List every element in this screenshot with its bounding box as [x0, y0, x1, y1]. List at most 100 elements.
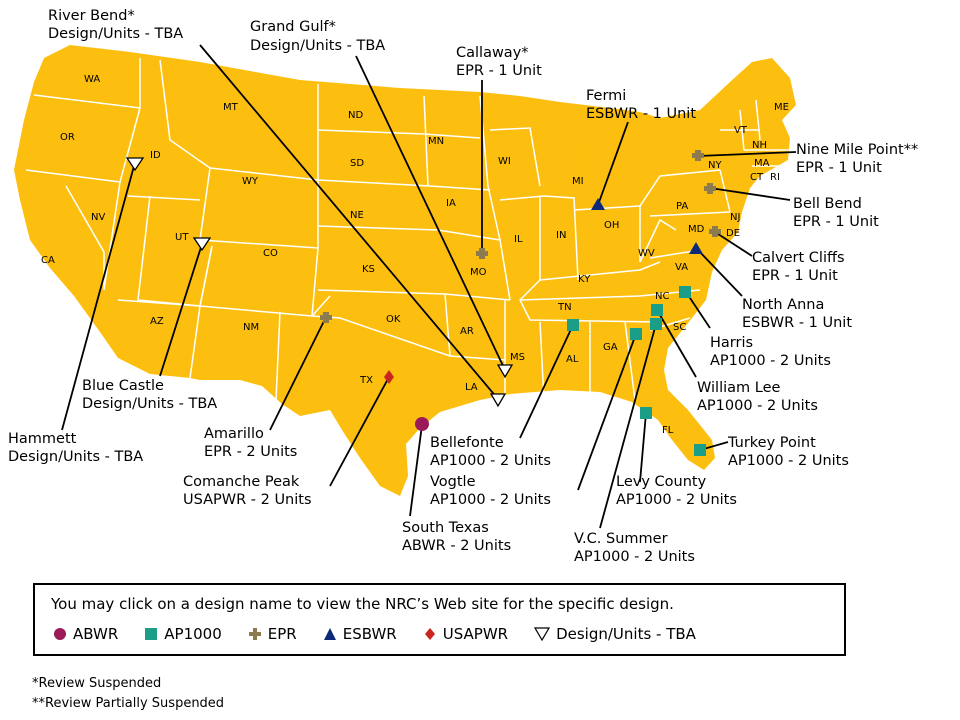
- legend-label-abwr[interactable]: ABWR: [73, 625, 119, 643]
- epr-marker-calvert-cliffs[interactable]: [709, 226, 721, 237]
- state-label-nj: NJ: [730, 212, 740, 223]
- tba-marker-river-bend[interactable]: [489, 393, 507, 408]
- epr-marker-bell-bend[interactable]: [704, 183, 716, 194]
- epr-marker-amarillo[interactable]: [320, 312, 332, 323]
- site-design-william-lee: AP1000 - 2 Units: [697, 398, 818, 414]
- site-name-bell-bend: Bell Bend: [793, 196, 862, 212]
- state-label-vt: VT: [734, 125, 748, 136]
- legend-item-esbwr[interactable]: ESBWR: [323, 625, 397, 643]
- state-label-wy: WY: [242, 176, 259, 187]
- tba-marker-blue-castle[interactable]: [192, 237, 212, 252]
- esbwr-marker-fermi[interactable]: [591, 198, 605, 210]
- state-label-ut: UT: [175, 232, 189, 243]
- state-label-az: AZ: [150, 316, 164, 327]
- tba-marker-hammett[interactable]: [125, 157, 145, 172]
- site-design-grand-gulf: Design/Units - TBA: [250, 38, 385, 54]
- state-label-md: MD: [688, 224, 705, 235]
- ap1000-marker-vc-summer[interactable]: [650, 318, 662, 330]
- state-label-ca: CA: [41, 255, 55, 266]
- site-name-grand-gulf: Grand Gulf*: [250, 19, 336, 35]
- leader-vogtle: [577, 333, 637, 491]
- site-name-hammett: Hammett: [8, 431, 77, 447]
- state-label-il: IL: [514, 234, 523, 245]
- leader-grand-gulf: [355, 55, 506, 371]
- state-label-wv: WV: [638, 248, 655, 259]
- site-markers: [125, 150, 721, 456]
- state-label-la: LA: [465, 382, 478, 393]
- epr-marker-nine-mile-point[interactable]: [692, 150, 704, 161]
- site-design-vogtle: AP1000 - 2 Units: [430, 492, 551, 508]
- us-mainland: [14, 45, 796, 496]
- ap1000-marker-bellefonte[interactable]: [567, 319, 579, 331]
- footnote-review-suspended: *Review Suspended: [32, 676, 162, 691]
- tba-marker-grand-gulf[interactable]: [496, 364, 514, 379]
- state-label-nv: NV: [91, 212, 105, 223]
- state-label-nm: NM: [243, 322, 259, 333]
- leader-fermi: [597, 121, 629, 206]
- state-label-ok: OK: [386, 314, 401, 325]
- state-label-ct: CT: [750, 172, 764, 183]
- esbwr-marker-north-anna[interactable]: [689, 242, 703, 254]
- state-label-pa: PA: [676, 201, 688, 212]
- site-name-fermi: Fermi: [586, 88, 626, 104]
- state-label-oh: OH: [604, 220, 619, 231]
- leader-bell-bend: [709, 187, 791, 201]
- ap1000-marker-levy-county[interactable]: [640, 407, 652, 419]
- site-design-nine-mile-point: EPR - 1 Unit: [796, 160, 882, 176]
- site-name-blue-castle: Blue Castle: [82, 378, 164, 394]
- cross-icon: [248, 628, 261, 640]
- site-design-hammett: Design/Units - TBA: [8, 449, 143, 465]
- leader-william-lee: [656, 309, 697, 378]
- state-label-ne: NE: [350, 210, 364, 221]
- ap1000-marker-harris[interactable]: [679, 286, 691, 298]
- legend-item-tba[interactable]: Design/Units - TBA: [534, 625, 696, 643]
- site-design-calvert-cliffs: EPR - 1 Unit: [752, 268, 838, 284]
- state-borders: [25, 58, 790, 421]
- legend-label-esbwr[interactable]: ESBWR: [342, 625, 397, 643]
- legend-label-usapwr[interactable]: USAPWR: [442, 625, 509, 643]
- site-name-nine-mile-point: Nine Mile Point**: [796, 142, 918, 158]
- site-design-levy-county: AP1000 - 2 Units: [616, 492, 737, 508]
- site-name-vc-summer: V.C. Summer: [574, 531, 668, 547]
- site-design-callaway: EPR - 1 Unit: [456, 63, 542, 79]
- legend-item-ap1000[interactable]: AP1000: [144, 625, 222, 643]
- state-label-co: CO: [263, 248, 278, 259]
- state-label-ar: AR: [460, 326, 474, 337]
- state-label-id: ID: [150, 150, 161, 161]
- site-name-william-lee: William Lee: [697, 380, 780, 396]
- state-label-or: OR: [60, 132, 75, 143]
- leader-south-texas: [409, 424, 423, 517]
- state-label-mo: MO: [470, 267, 487, 278]
- legend-label-tba[interactable]: Design/Units - TBA: [556, 625, 696, 643]
- leader-amarillo: [269, 316, 327, 431]
- square-icon: [145, 628, 158, 640]
- leader-blue-castle: [159, 243, 203, 377]
- legend-item-usapwr[interactable]: USAPWR: [423, 625, 508, 643]
- ap1000-marker-william-lee[interactable]: [651, 304, 663, 316]
- abwr-marker-south-texas[interactable]: [415, 417, 429, 431]
- ap1000-marker-vogtle[interactable]: [630, 328, 642, 340]
- state-labels: WA OR ID MT WY NV CA UT CO AZ NM ND SD N…: [41, 74, 789, 436]
- state-label-ms: MS: [510, 352, 525, 363]
- site-name-south-texas: South Texas: [402, 520, 489, 536]
- legend-label-epr[interactable]: EPR: [267, 625, 297, 643]
- site-design-blue-castle: Design/Units - TBA: [82, 396, 217, 412]
- ap1000-marker-turkey-point[interactable]: [694, 444, 706, 456]
- triangle-down-icon: [534, 627, 551, 641]
- legend-label-ap1000[interactable]: AP1000: [164, 625, 222, 643]
- epr-marker-callaway[interactable]: [476, 248, 488, 259]
- legend-title: You may click on a design name to view t…: [51, 595, 674, 613]
- site-design-turkey-point: AP1000 - 2 Units: [728, 453, 849, 469]
- footnote-review-partially-suspended: **Review Partially Suspended: [32, 696, 225, 711]
- site-name-amarillo: Amarillo: [204, 426, 264, 442]
- state-label-mt: MT: [223, 102, 239, 113]
- leader-vc-summer: [599, 323, 657, 529]
- state-label-ky: KY: [578, 274, 591, 285]
- usapwr-marker-comanche-peak[interactable]: [384, 370, 394, 384]
- legend-item-epr[interactable]: EPR: [248, 625, 297, 643]
- site-design-river-bend: Design/Units - TBA: [48, 26, 183, 42]
- state-label-de: DE: [726, 228, 740, 239]
- site-design-vc-summer: AP1000 - 2 Units: [574, 549, 695, 565]
- legend-item-abwr[interactable]: ABWR: [53, 625, 118, 643]
